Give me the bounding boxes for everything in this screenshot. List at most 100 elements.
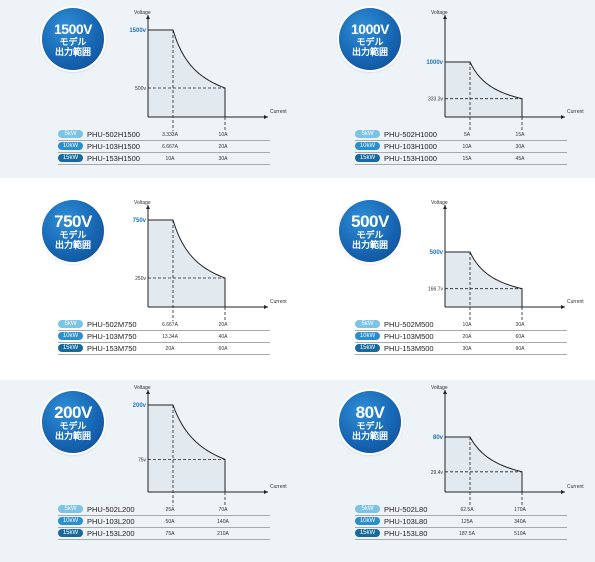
- max-current-value: 140A: [217, 519, 229, 525]
- x-axis-label: Current: [270, 299, 287, 305]
- y-axis-arrow: [443, 15, 447, 19]
- model-name: PHU-153H1000: [384, 154, 437, 163]
- voltage-badge: 1500V モデル 出力範囲: [42, 8, 104, 70]
- chart-panel: 200V モデル 出力範囲 Voltage Current 200v 75v 5kW PHU-5…: [0, 375, 297, 561]
- max-voltage-label: 500v: [430, 250, 444, 256]
- min-voltage-label: 250v: [135, 276, 146, 282]
- power-badge: 5kW: [355, 320, 380, 328]
- model-row: 10kW PHU-103M750 13.34A 40A: [58, 331, 270, 343]
- badge-voltage: 750V: [54, 211, 92, 231]
- model-table: 5kW PHU-502M750 6.667A 20A 10kW PHU-103M750 13…: [58, 319, 270, 355]
- power-badge: 10kW: [355, 332, 380, 340]
- model-table: 5kW PHU-502H1000 5A 15A 10kW PHU-103H1000 10A 3…: [355, 129, 567, 165]
- output-range-boundary: [148, 404, 226, 492]
- voltage-badge: 1000V モデル 出力範囲: [339, 8, 401, 70]
- badge-subtitle-line1: モデル: [356, 420, 384, 431]
- power-badge: 10kW: [58, 332, 83, 340]
- model-row: 15kW PHU-153H1500 10A 30A: [58, 153, 270, 165]
- output-range-area: [445, 62, 522, 117]
- model-row: 10kW PHU-103H1500 6.667A 20A: [58, 141, 270, 153]
- max-current-value: 170A: [514, 507, 526, 513]
- corner-current-value: 75A: [165, 531, 175, 537]
- corner-current-value: 187.5A: [459, 531, 475, 537]
- voltage-badge: 80V モデル 出力範囲: [339, 391, 401, 453]
- badge-subtitle-line2: 出力範囲: [54, 239, 91, 250]
- model-row: 5kW PHU-502L80 62.5A 170A: [355, 504, 567, 516]
- badge-voltage: 80V: [355, 402, 385, 422]
- max-current-value: 20A: [218, 144, 228, 150]
- badge-subtitle-line1: モデル: [59, 229, 87, 240]
- y-axis-label: Voltage: [431, 385, 448, 391]
- x-axis-label: Current: [270, 484, 287, 490]
- model-table: 5kW PHU-502H1500 3.333A 10A 10kW PHU-103H1500…: [58, 129, 270, 165]
- power-badge: 5kW: [58, 505, 83, 513]
- x-axis-label: Current: [567, 109, 584, 115]
- y-axis-label: Voltage: [134, 385, 151, 391]
- corner-current-value: 62.5A: [460, 507, 474, 513]
- chart-panel: 1500V モデル 出力範囲 Voltage Current 1500v 500v 5kW PH…: [0, 0, 297, 186]
- output-range-area: [445, 437, 522, 492]
- y-axis-label: Voltage: [134, 10, 151, 16]
- output-range-chart: Voltage Current 500v 166.7v: [428, 200, 584, 321]
- model-name: PHU-103L200: [87, 517, 135, 526]
- max-current-value: 60A: [515, 334, 525, 340]
- power-badge: 5kW: [58, 320, 83, 328]
- model-name: PHU-502H1000: [384, 130, 437, 139]
- power-badge: 15kW: [58, 154, 83, 162]
- model-name: PHU-153L80: [384, 529, 428, 538]
- chart-panel: 1000V モデル 出力範囲 Voltage Current 1000v 333.3v 5kW…: [297, 0, 594, 186]
- max-voltage-label: 750v: [133, 218, 147, 224]
- output-range-chart: Voltage Current 750v 250v: [133, 200, 287, 321]
- max-current-value: 45A: [515, 156, 525, 162]
- model-row: 5kW PHU-502M750 6.667A 20A: [58, 319, 270, 331]
- power-badge: 10kW: [355, 142, 380, 150]
- output-range-area: [148, 405, 225, 492]
- corner-current-value: 20A: [165, 346, 175, 352]
- corner-current-value: 5A: [463, 132, 471, 138]
- model-name: PHU-153M500: [384, 344, 434, 353]
- max-current-value: 60A: [218, 346, 228, 352]
- power-badge: 15kW: [355, 344, 380, 352]
- max-current-value: 90A: [515, 346, 525, 352]
- model-name: PHU-502H1500: [87, 130, 140, 139]
- y-axis-label: Voltage: [134, 200, 151, 206]
- min-voltage-label: 75v: [138, 457, 147, 463]
- model-row: 15kW PHU-153M500 30A 90A: [355, 343, 567, 355]
- voltage-badge: 750V モデル 出力範囲: [42, 200, 104, 262]
- min-voltage-label: 333.3v: [428, 97, 444, 103]
- output-range-boundary: [445, 61, 523, 117]
- max-current-value: 30A: [515, 322, 525, 328]
- badge-subtitle-line1: モデル: [59, 36, 87, 47]
- x-axis-arrow: [561, 490, 565, 494]
- power-badge: 5kW: [355, 505, 380, 513]
- y-axis-arrow: [443, 205, 447, 209]
- badge-subtitle-line2: 出力範囲: [351, 239, 388, 250]
- model-row: 10kW PHU-103H1000 10A 30A: [355, 141, 567, 153]
- model-name: PHU-153M750: [87, 344, 137, 353]
- model-row: 5kW PHU-502M500 10A 30A: [355, 319, 567, 331]
- corner-current-value: 20A: [462, 334, 472, 340]
- chart-panel: 500V モデル 出力範囲 Voltage Current 500v 166.7v 5kW PH…: [297, 190, 594, 376]
- output-range-boundary: [445, 251, 523, 307]
- y-axis-arrow: [146, 205, 150, 209]
- power-badge: 5kW: [355, 130, 380, 138]
- output-range-chart: Voltage Current 1000v 333.3v: [426, 10, 584, 131]
- corner-current-value: 6.667A: [162, 322, 178, 328]
- model-row: 5kW PHU-502H1500 3.333A 10A: [58, 129, 270, 141]
- model-name: PHU-502L80: [384, 505, 428, 514]
- model-name: PHU-103L80: [384, 517, 428, 526]
- max-current-value: 70A: [218, 507, 228, 513]
- corner-current-value: 50A: [165, 519, 175, 525]
- corner-current-value: 125A: [461, 519, 473, 525]
- corner-current-value: 6.667A: [162, 144, 178, 150]
- max-current-value: 340A: [514, 519, 526, 525]
- min-voltage-label: 500v: [135, 86, 146, 92]
- output-range-chart: Voltage Current 80v 29.4v: [431, 385, 584, 506]
- min-voltage-label: 29.4v: [431, 470, 444, 476]
- model-row: 15kW PHU-153L200 75A 210A: [58, 528, 270, 540]
- y-axis-label: Voltage: [431, 200, 448, 206]
- output-range-chart: Voltage Current 200v 75v: [133, 385, 287, 506]
- corner-current-value: 10A: [165, 156, 175, 162]
- output-range-area: [445, 252, 522, 307]
- power-badge: 15kW: [355, 529, 380, 537]
